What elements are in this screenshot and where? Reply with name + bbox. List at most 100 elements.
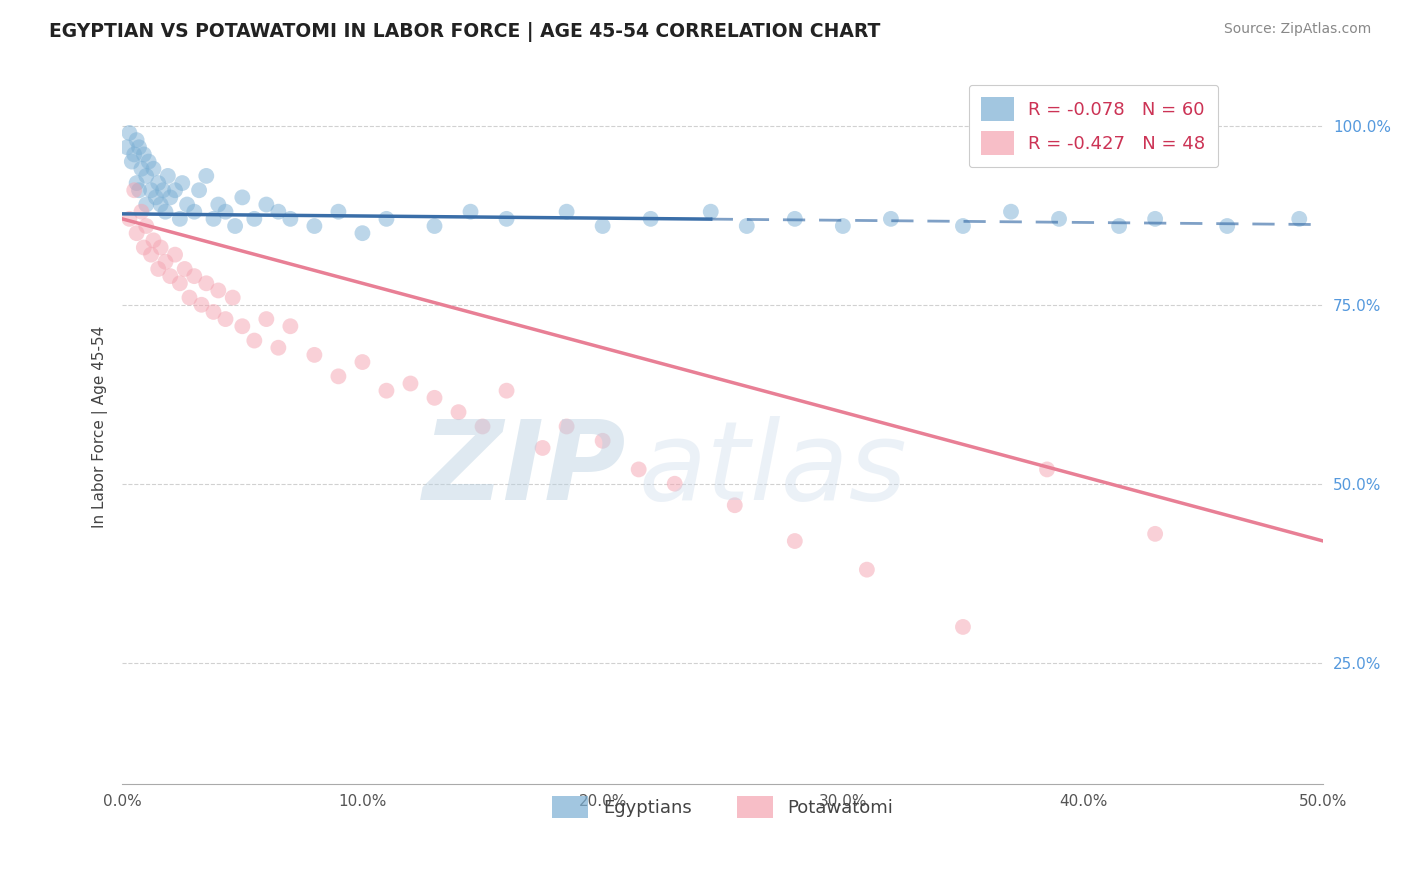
Point [139, 183, 162, 197]
Point [328, 369, 350, 384]
Point [115, 140, 138, 154]
Point [149, 197, 172, 211]
Point [254, 197, 277, 211]
Point [156, 169, 179, 183]
Point [254, 312, 277, 326]
Point [640, 211, 662, 226]
Point [399, 376, 422, 391]
Point [224, 219, 246, 233]
Y-axis label: In Labor Force | Age 45-54: In Labor Force | Age 45-54 [93, 326, 108, 527]
Point [152, 183, 174, 197]
Point [125, 226, 148, 240]
Point [856, 563, 879, 577]
Point [135, 169, 157, 183]
Point [125, 176, 148, 190]
Text: Source: ZipAtlas.com: Source: ZipAtlas.com [1223, 22, 1371, 37]
Point [176, 197, 198, 211]
Point [138, 154, 160, 169]
Point [952, 620, 974, 634]
Point [169, 211, 191, 226]
Point [125, 133, 148, 147]
Point [243, 334, 266, 348]
Point [165, 183, 187, 197]
Point [267, 341, 290, 355]
Point [460, 204, 482, 219]
Point [188, 183, 211, 197]
Point [202, 305, 225, 319]
Text: EGYPTIAN VS POTAWATOMI IN LABOR FORCE | AGE 45-54 CORRELATION CHART: EGYPTIAN VS POTAWATOMI IN LABOR FORCE | … [49, 22, 880, 42]
Point [1144, 211, 1167, 226]
Point [165, 247, 187, 261]
Point [1144, 526, 1167, 541]
Point [531, 441, 554, 455]
Point [183, 269, 205, 284]
Point [352, 355, 374, 369]
Point [118, 126, 141, 140]
Point [179, 291, 201, 305]
Point [952, 219, 974, 233]
Point [1108, 219, 1130, 233]
Point [142, 161, 165, 176]
Point [131, 204, 153, 219]
Point [128, 140, 150, 154]
Point [128, 183, 150, 197]
Point [831, 219, 853, 233]
Text: atlas: atlas [638, 416, 907, 523]
Point [222, 291, 245, 305]
Point [148, 176, 170, 190]
Point [1047, 211, 1070, 226]
Point [149, 240, 172, 254]
Point [207, 284, 229, 298]
Point [122, 147, 145, 161]
Point [132, 147, 155, 161]
Point [423, 219, 446, 233]
Point [231, 319, 253, 334]
Point [280, 211, 302, 226]
Point [243, 211, 266, 226]
Point [592, 434, 614, 448]
Text: ZIP: ZIP [423, 416, 627, 523]
Point [375, 211, 398, 226]
Point [375, 384, 398, 398]
Point [173, 262, 195, 277]
Point [555, 419, 578, 434]
Point [1288, 211, 1310, 226]
Point [142, 233, 165, 247]
Point [352, 226, 374, 240]
Point [214, 204, 236, 219]
Point [214, 312, 236, 326]
Point [169, 277, 191, 291]
Point [304, 348, 326, 362]
Point [495, 384, 517, 398]
Point [172, 176, 194, 190]
Point [700, 204, 723, 219]
Point [145, 190, 167, 204]
Point [280, 319, 302, 334]
Point [159, 190, 181, 204]
Point [783, 211, 806, 226]
Point [1036, 462, 1059, 476]
Point [195, 277, 218, 291]
Point [118, 211, 141, 226]
Point [1000, 204, 1022, 219]
Point [447, 405, 470, 419]
Point [135, 219, 157, 233]
Point [159, 269, 181, 284]
Point [155, 255, 177, 269]
Point [122, 183, 145, 197]
Point [724, 498, 747, 512]
Point [555, 204, 578, 219]
Point [495, 211, 517, 226]
Point [627, 462, 650, 476]
Point [1216, 219, 1239, 233]
Point [131, 161, 153, 176]
Point [135, 197, 157, 211]
Point [139, 247, 162, 261]
Point [231, 190, 253, 204]
Point [202, 211, 225, 226]
Point [664, 476, 686, 491]
Legend: Egyptians, Potawatomi: Egyptians, Potawatomi [546, 789, 900, 825]
Point [423, 391, 446, 405]
Point [155, 204, 177, 219]
Point [304, 219, 326, 233]
